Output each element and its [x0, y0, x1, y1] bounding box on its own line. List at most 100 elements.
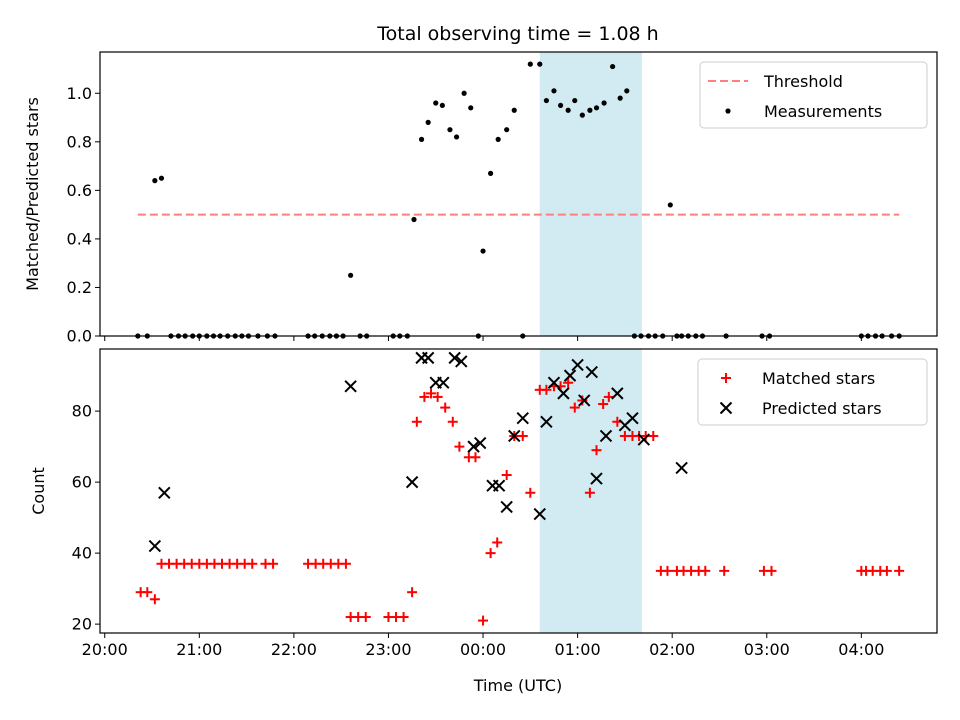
measurements-point: [527, 61, 533, 67]
x-axis-label: Time (UTC): [473, 676, 562, 695]
matched-stars-point: [700, 565, 711, 576]
legend-predicted-stars-swatch: [719, 401, 733, 415]
measurements-point: [587, 107, 593, 113]
measurements-point: [453, 134, 460, 140]
matched-stars-point: [577, 395, 588, 406]
matched-stars-point: [541, 384, 552, 395]
ratio-panel: 0.0 0.2 0.4 0.6 0.8 1.0 Matched/Predicted sta…: [23, 51, 938, 346]
predicted-stars-point-b: [437, 376, 450, 389]
measurements-point: [348, 272, 354, 278]
measurements-point: [537, 61, 543, 67]
matched-stars-point: [142, 587, 153, 598]
matched-stars-point: [584, 487, 595, 498]
matched-stars-point: [432, 391, 443, 402]
measurements-point: [617, 95, 623, 101]
count-legend: Matched stars Predicted stars: [697, 358, 928, 426]
predicted-stars-point: [500, 500, 513, 514]
measurements-point: [624, 88, 630, 94]
matched-stars-point: [563, 377, 574, 388]
predicted-stars-point: [626, 412, 639, 425]
x-tick-label: 21:00: [176, 640, 222, 659]
predicted-stars-point-b: [585, 365, 599, 379]
measurements-point: [610, 63, 616, 70]
predicted-stars-point-b: [547, 376, 561, 389]
predicted-stars-point: [533, 507, 546, 521]
ratio-panel-frame: [99, 51, 938, 337]
matched-stars-point: [407, 587, 418, 598]
matched-stars-point: [569, 402, 580, 413]
count-marks: [135, 351, 905, 626]
y-tick-label: 1.0: [67, 84, 92, 103]
legend-threshold-label: Threshold: [763, 72, 843, 91]
predicted-stars-point: [557, 387, 570, 400]
y-tick-label: 60: [72, 473, 92, 492]
y-tick-label: 0.6: [67, 181, 92, 200]
matched-stars-point: [478, 615, 489, 626]
count-axis-ticks: 20:00 21:00 22:00 23:00 00:00 01:00 02:00 03:00…: [72, 402, 885, 659]
predicted-stars-point: [448, 351, 461, 365]
predicted-stars-point-b: [516, 412, 529, 425]
matched-stars-point: [662, 565, 673, 576]
predicted-stars-point-b: [448, 351, 461, 365]
x-tick-label: 00:00: [460, 640, 506, 659]
predicted-stars-point-b: [571, 358, 584, 372]
x-tick-label: 23:00: [365, 640, 411, 659]
ratio-legend: Threshold Measurements: [699, 61, 928, 129]
predicted-stars-point-b: [611, 387, 624, 400]
matched-stars-point: [881, 565, 892, 576]
predicted-stars-point-b: [675, 461, 688, 475]
ratio-axis-ticks: 0.0 0.2 0.4 0.6 0.8 1.0: [67, 84, 862, 346]
predicted-stars-point-b: [540, 415, 553, 428]
predicted-stars-point: [563, 369, 577, 382]
matched-stars-point: [894, 565, 905, 576]
predicted-stars-point-b: [578, 394, 591, 407]
measurements-point: [480, 248, 486, 254]
measurements-point: [468, 105, 474, 111]
measurements-point: [433, 100, 439, 106]
measurements-point: [495, 136, 501, 142]
measurements-point: [551, 88, 557, 94]
matched-stars-point: [454, 441, 465, 452]
matched-stars-point: [591, 445, 602, 456]
measurements-point: [418, 136, 425, 142]
predicted-stars-point: [516, 412, 529, 425]
predicted-stars-point-b: [590, 472, 603, 485]
count-y-axis-label: Count: [29, 467, 48, 515]
matched-stars-point: [501, 470, 512, 481]
y-tick-label: 40: [72, 544, 92, 563]
matched-stars-point: [268, 558, 279, 569]
predicted-stars-point-b: [148, 539, 162, 553]
x-tick-label: 20:00: [82, 640, 128, 659]
predicted-stars-point-b: [344, 380, 357, 393]
observing-window-span: [539, 52, 642, 336]
chart-title: Total observing time = 1.08 h: [376, 23, 658, 45]
legend-matched-stars-swatch: [721, 373, 731, 383]
matched-stars-point: [598, 399, 609, 410]
measurements-point: [425, 119, 431, 125]
matched-stars-point: [525, 487, 536, 498]
predicted-stars-point: [473, 436, 487, 450]
x-tick-label: 01:00: [555, 640, 601, 659]
predicted-stars-point: [437, 376, 450, 389]
legend-box: [699, 61, 928, 129]
predicted-stars-point: [455, 355, 468, 368]
predicted-stars-point: [508, 429, 521, 443]
x-tick-label: 02:00: [649, 640, 695, 659]
matched-stars-point: [447, 416, 458, 427]
predicted-stars-point-b: [533, 507, 546, 521]
predicted-stars-point-b: [421, 351, 435, 365]
matched-stars-point: [398, 612, 409, 623]
measurements-point: [439, 102, 445, 109]
predicted-stars-point: [578, 394, 591, 407]
predicted-stars-point: [467, 440, 480, 453]
predicted-stars-point: [585, 365, 599, 379]
predicted-stars-point: [158, 486, 171, 499]
predicted-stars-point: [148, 539, 162, 553]
measurements-point: [557, 102, 564, 109]
legend-matched-stars-label: Matched stars: [762, 369, 875, 388]
predicted-stars-point: [405, 475, 419, 489]
predicted-stars-point: [599, 429, 613, 443]
predicted-stars-point-b: [405, 475, 419, 489]
count-panel: 20:00 21:00 22:00 23:00 00:00 01:00 02:00 03:00…: [29, 348, 938, 659]
